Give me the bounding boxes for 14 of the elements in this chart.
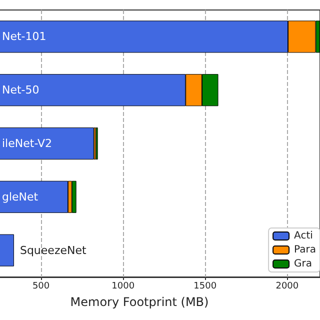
x-tick-label: 2000 [276,282,299,292]
x-tick-label: 500 [32,282,50,292]
x-tick-label: 1500 [194,282,217,292]
legend-label: Acti [294,230,313,242]
bar [72,180,76,213]
x-tick-label: 1000 [112,282,135,292]
y-tick-label: ileNet-V2 [2,137,52,150]
legend-label: Gra [294,258,312,270]
y-tick-label: Net-50 [2,84,40,97]
y-tick-label: gleNet [2,190,39,204]
y-tick-label: SqueezeNet [20,244,87,257]
legend-label: Para [294,244,316,256]
x-axis-title: Memory Footprint (MB) [70,294,209,309]
y-tick-label: Net-101 [2,30,46,44]
